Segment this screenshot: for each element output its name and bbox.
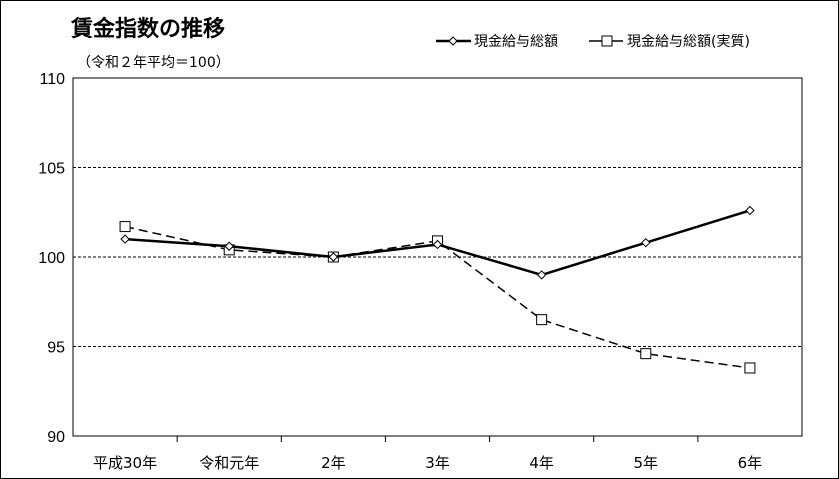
x-tick-label: 5年 — [634, 454, 659, 472]
x-tick-label: 3年 — [425, 454, 450, 472]
data-point-square — [119, 221, 131, 233]
data-point-diamond — [641, 237, 651, 248]
data-point-diamond — [432, 239, 443, 250]
data-point-diamond — [120, 234, 130, 244]
data-point-square — [601, 35, 613, 47]
legend-label: 現金給与総額 — [474, 34, 558, 50]
x-tick-label: 平成30年 — [93, 454, 157, 472]
y-tick-label: 100 — [38, 250, 65, 267]
data-point-diamond — [448, 36, 458, 46]
x-axis-ticks: 平成30年 令和元年 2年 3年 4年 5年 6年 — [93, 436, 762, 472]
y-axis-ticks: 90 95 100 105 110 — [38, 71, 65, 446]
chart-subtitle: （令和２年平均＝100） — [77, 55, 230, 71]
data-point-diamond — [536, 270, 547, 280]
y-tick-label: 95 — [47, 340, 65, 357]
y-tick-label: 110 — [39, 71, 65, 88]
x-tick-label: 4年 — [529, 454, 554, 472]
gridlines — [73, 167, 802, 347]
data-point-diamond — [224, 241, 234, 251]
data-point-square — [640, 348, 652, 360]
data-point-diamond — [745, 205, 755, 216]
x-tick-label: 令和元年 — [199, 454, 259, 472]
plot-area — [72, 77, 803, 437]
data-point-square — [536, 314, 548, 326]
data-point-square — [744, 362, 756, 374]
x-tick-label: 6年 — [738, 454, 763, 472]
data-point-diamond — [328, 252, 339, 262]
series-group — [119, 205, 756, 374]
chart-title: 賃金指数の推移 — [70, 16, 225, 42]
x-tick-label: 2年 — [321, 454, 346, 472]
legend: 現金給与総額 現金給与総額(実質) — [436, 34, 750, 50]
y-tick-label: 90 — [47, 429, 65, 446]
legend-label: 現金給与総額(実質) — [627, 34, 750, 50]
y-tick-label: 105 — [38, 161, 65, 178]
